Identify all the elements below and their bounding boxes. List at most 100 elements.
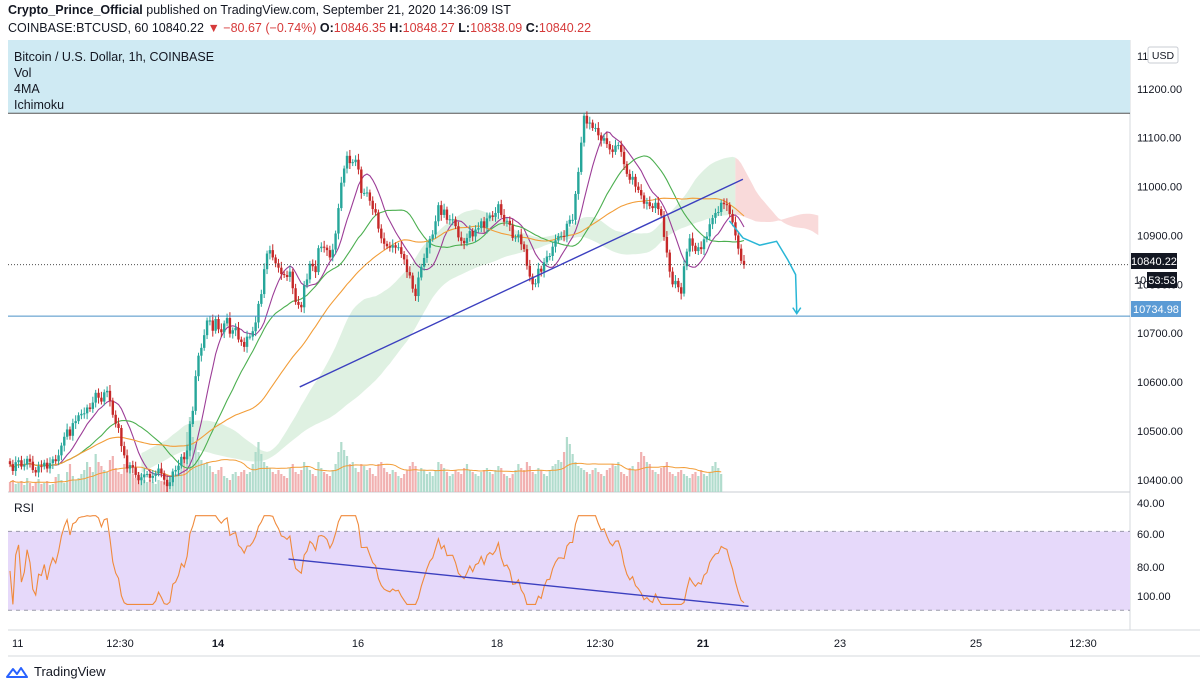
- candle-body: [123, 446, 126, 456]
- volume-bar: [434, 470, 437, 492]
- volume-bar: [128, 466, 132, 492]
- candle-body: [577, 171, 580, 194]
- candle-body: [614, 145, 617, 152]
- volume-bar: [200, 460, 203, 492]
- volume-bar: [500, 468, 503, 492]
- candle-body: [685, 251, 689, 267]
- candle-body: [668, 252, 671, 272]
- volume-bar: [614, 466, 617, 492]
- candle-body: [8, 461, 12, 465]
- high-value: 10848.27: [402, 21, 455, 35]
- down-arrow-icon: ▼: [207, 21, 220, 35]
- candle-body: [280, 267, 283, 275]
- candle-body: [328, 250, 332, 258]
- volume-bar: [471, 472, 474, 492]
- volume-bar: [125, 462, 129, 492]
- volume-bar: [600, 474, 603, 492]
- volume-bar: [374, 476, 377, 492]
- volume-bar: [57, 474, 60, 492]
- candle-body: [83, 413, 86, 415]
- volume-bar: [340, 442, 343, 492]
- candle-body: [368, 192, 372, 201]
- volume-bar: [28, 483, 32, 492]
- rsi-pane-label: RSI: [14, 501, 34, 515]
- candle-body: [325, 247, 329, 251]
- volume-bar: [708, 472, 711, 492]
- candle-body: [80, 413, 83, 416]
- volume-bar: [325, 474, 329, 492]
- volume-bar: [320, 468, 323, 492]
- legend-title: Bitcoin / U.S. Dollar, 1h, COINBASE: [14, 50, 215, 64]
- volume-bar: [54, 477, 57, 492]
- volume-bar: [143, 480, 146, 492]
- volume-bar: [203, 464, 206, 492]
- candle-body: [205, 320, 209, 336]
- candle-body: [345, 155, 349, 169]
- symbol-label: COINBASE:BTCUSD, 60: [8, 21, 149, 35]
- candle-body: [560, 235, 563, 237]
- volume-bar: [360, 464, 363, 492]
- candle-body: [488, 215, 492, 219]
- footer-brand[interactable]: TradingView: [34, 664, 106, 679]
- volume-bar: [380, 462, 383, 492]
- rsi-tick-label: 100.00: [1137, 591, 1171, 603]
- volume-bar: [111, 456, 114, 492]
- volume-bar: [177, 466, 180, 492]
- candle-body: [34, 470, 37, 473]
- candle-body: [203, 335, 206, 348]
- volume-bar: [354, 468, 357, 492]
- candle-body: [91, 402, 95, 409]
- volume-bar: [108, 460, 112, 492]
- candle-body: [420, 266, 423, 278]
- volume-bar: [223, 476, 226, 492]
- volume-bar: [220, 467, 223, 492]
- legend-item-ichimoku: Ichimoku: [14, 98, 65, 112]
- resistance-zone: [8, 40, 1130, 114]
- volume-bar: [280, 474, 283, 492]
- currency-box[interactable]: [1147, 46, 1179, 64]
- low-label: L:: [458, 21, 471, 35]
- volume-bar: [571, 454, 574, 492]
- volume-bar: [705, 476, 708, 492]
- volume-bars: [8, 417, 723, 492]
- volume-bar: [211, 472, 214, 492]
- candle-body: [571, 219, 574, 221]
- low-value: 10838.09: [470, 21, 523, 35]
- candle-body: [248, 336, 252, 338]
- candle-body: [554, 240, 557, 247]
- candle-body: [302, 285, 306, 308]
- volume-bar: [682, 474, 686, 492]
- candle-body: [599, 135, 603, 141]
- volume-bar: [691, 474, 694, 492]
- candle-body: [451, 219, 454, 221]
- candle-body: [48, 463, 52, 469]
- volume-bar: [657, 474, 660, 492]
- volume-bar: [517, 464, 520, 492]
- volume-bar: [554, 464, 557, 492]
- volume-bar: [528, 466, 531, 492]
- candle-body: [382, 238, 386, 244]
- price-tick-label: 10900.00: [1137, 230, 1183, 242]
- volume-bar: [251, 464, 254, 492]
- volume-bar: [697, 476, 700, 492]
- candle-body: [94, 392, 97, 403]
- volume-bar: [151, 482, 154, 492]
- volume-bar: [163, 482, 166, 492]
- candle-body: [351, 162, 354, 164]
- volume-bar: [268, 468, 271, 492]
- volume-bar: [248, 472, 252, 492]
- candle-body: [265, 253, 269, 270]
- candle-body: [197, 355, 200, 377]
- time-tick-label: 21: [697, 638, 709, 650]
- tradingview-logo-icon: [6, 666, 28, 678]
- candle-body: [697, 247, 700, 252]
- candle-body: [282, 274, 286, 276]
- author-name[interactable]: Crypto_Prince_Official: [8, 3, 143, 17]
- candle-body: [397, 247, 400, 249]
- candle-body: [134, 467, 137, 475]
- candle-body: [177, 465, 180, 471]
- candle-body: [594, 127, 597, 129]
- volume-bar: [43, 483, 46, 492]
- candle-body: [300, 304, 303, 308]
- candle-body: [77, 415, 80, 422]
